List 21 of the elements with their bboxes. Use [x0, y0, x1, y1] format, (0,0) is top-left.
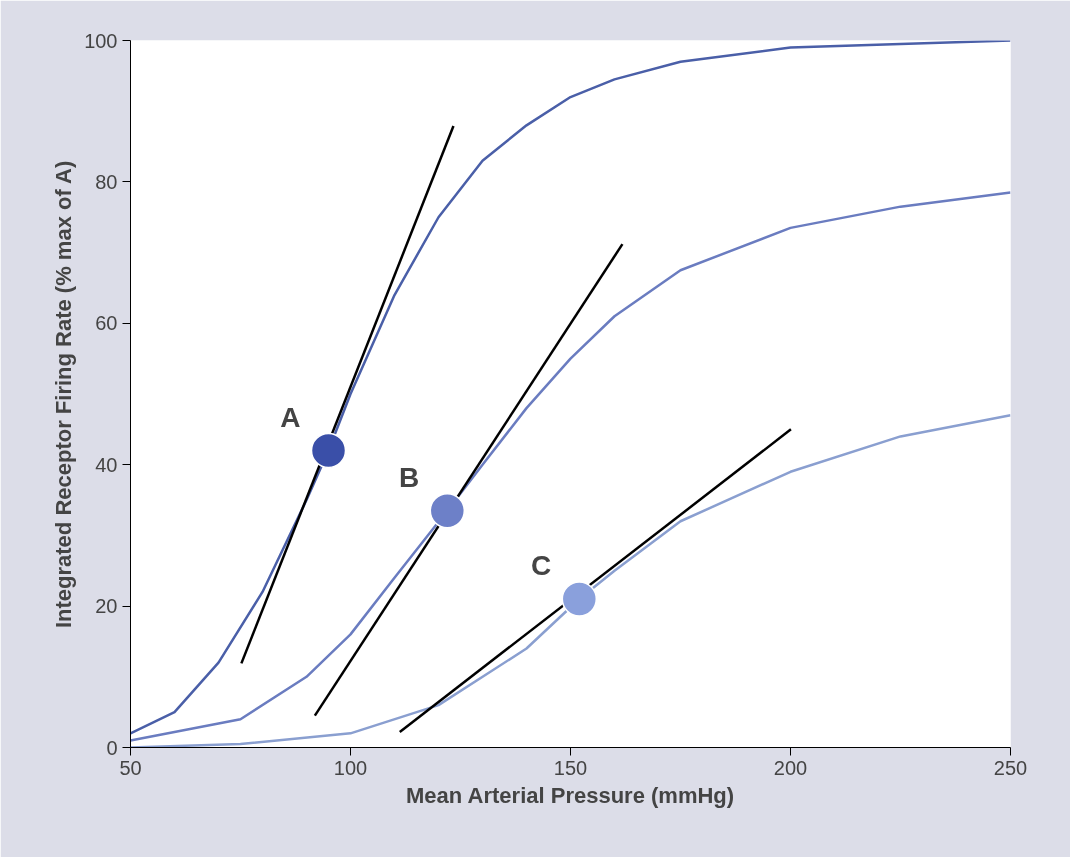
x-tick-label: 250 [993, 756, 1028, 779]
x-tick-label: 200 [773, 756, 808, 779]
y-tick-label: 60 [95, 312, 118, 335]
line-series [130, 40, 1011, 735]
x-tick-label: 150 [553, 756, 588, 779]
y-axis-title: Integrated Receptor Firing Rate (% max of A) [51, 160, 77, 629]
point [310, 432, 347, 469]
point [429, 492, 466, 529]
y-tick-label: 20 [95, 595, 118, 618]
x-tick-label: 50 [119, 756, 142, 779]
annotation: C [531, 550, 552, 582]
y-tick-label: 40 [95, 453, 118, 476]
annotation: B [399, 461, 420, 493]
line-series [130, 191, 1011, 742]
point [561, 581, 598, 617]
y-tick-label: 100 [84, 29, 118, 52]
y-tick-label: 0 [106, 736, 118, 759]
x-axis-title: Mean Arterial Pressure (mmHg) [406, 782, 735, 808]
y-tick-label: 80 [95, 170, 118, 193]
annotation: A [280, 401, 301, 433]
x-tick-label: 100 [333, 756, 368, 779]
